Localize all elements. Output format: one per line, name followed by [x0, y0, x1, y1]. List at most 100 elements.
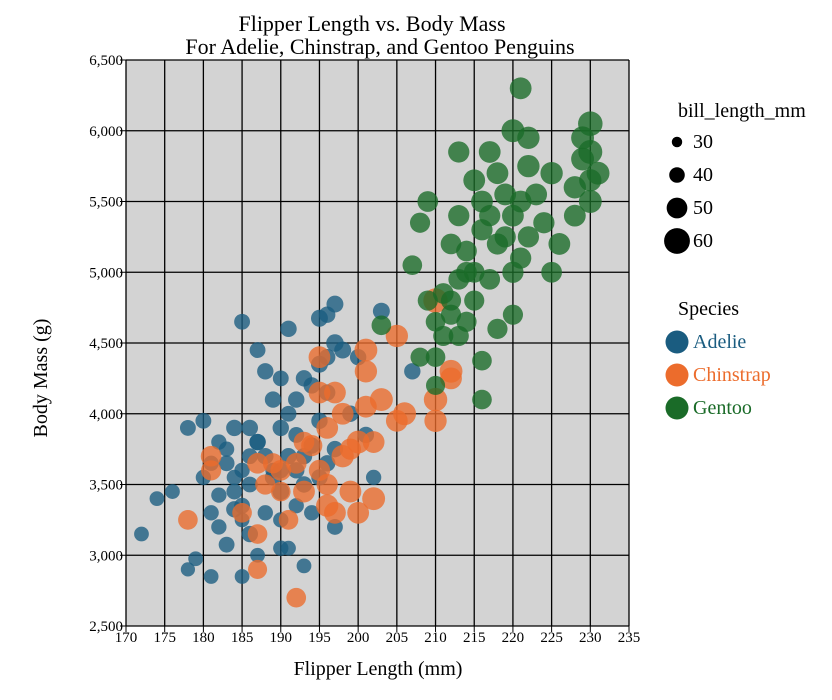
- adelie-point: [226, 469, 242, 486]
- chinstrap-point: [362, 431, 385, 453]
- size-legend-marker: [666, 197, 688, 219]
- chinstrap-point: [354, 360, 378, 383]
- adelie-point: [257, 505, 273, 521]
- adelie-point: [288, 498, 304, 514]
- gentoo-point: [517, 126, 540, 149]
- x-tick-label: 185: [231, 630, 254, 646]
- x-tick-label: 215: [463, 630, 486, 646]
- gentoo-point: [509, 77, 532, 100]
- chinstrap-point: [255, 474, 276, 495]
- y-tick-label: 6,500: [89, 53, 123, 69]
- x-tick-label: 190: [270, 630, 293, 646]
- gentoo-point: [479, 205, 501, 227]
- gentoo-point: [494, 226, 516, 248]
- chinstrap-point: [324, 501, 346, 524]
- adelie-point: [281, 540, 296, 556]
- axis-ticks: 170 175 180 185 190 195 200 205 210 215 220 225 230 2…: [89, 53, 640, 646]
- gentoo-point: [510, 247, 532, 269]
- species-legend-label: Gentoo: [693, 397, 752, 419]
- x-tick-label: 195: [308, 630, 331, 646]
- gentoo-point: [472, 350, 492, 371]
- adelie-point: [188, 551, 204, 567]
- size-legend-label: 60: [693, 230, 713, 252]
- chinstrap-point: [200, 445, 222, 467]
- x-tick-label: 180: [192, 630, 215, 646]
- size-legend-marker: [664, 228, 690, 254]
- chinstrap-point: [248, 559, 268, 579]
- chinstrap-point: [316, 473, 338, 496]
- x-tick-label: 225: [540, 630, 563, 646]
- gentoo-point: [578, 190, 602, 213]
- adelie-point: [234, 313, 251, 330]
- chinstrap-point: [270, 459, 292, 481]
- gentoo-point: [478, 141, 501, 163]
- gentoo-point: [540, 162, 563, 185]
- gentoo-point: [463, 169, 486, 192]
- chinstrap-point: [201, 460, 222, 481]
- adelie-point: [241, 476, 258, 493]
- gentoo-point: [586, 161, 610, 185]
- gentoo-point: [440, 233, 462, 255]
- x-axis-label: Flipper Length (mm): [294, 658, 463, 680]
- gentoo-point: [440, 290, 462, 311]
- gentoo-point: [525, 183, 548, 206]
- species-legend-label: Chinstrap: [693, 364, 771, 386]
- adelie-point: [211, 519, 227, 535]
- adelie-point: [326, 295, 344, 313]
- species-legend-marker: [665, 396, 689, 420]
- chinstrap-point: [385, 324, 409, 348]
- adelie-point: [280, 320, 297, 338]
- size-legend-label: 50: [693, 197, 713, 219]
- adelie-point: [203, 569, 219, 584]
- size-legend-marker: [671, 136, 683, 148]
- gentoo-point: [533, 212, 555, 234]
- gentoo-point: [578, 139, 603, 164]
- species-legend-label: Adelie: [693, 331, 746, 353]
- chinstrap-point: [301, 434, 323, 457]
- chinstrap-point: [178, 510, 198, 530]
- gentoo-point: [409, 212, 431, 233]
- chinstrap-point: [393, 402, 417, 426]
- chinstrap-point: [232, 502, 252, 523]
- adelie-point: [241, 419, 259, 437]
- chinstrap-point: [308, 381, 331, 404]
- size-legend-label: 40: [693, 164, 713, 186]
- adelie-point: [288, 391, 305, 408]
- species-legend-title: Species: [678, 298, 739, 320]
- size-legend-label: 30: [693, 131, 713, 153]
- gentoo-point: [464, 290, 485, 311]
- gentoo-point: [433, 325, 454, 347]
- adelie-point: [304, 505, 320, 521]
- adelie-point: [211, 434, 227, 450]
- chinstrap-point: [308, 346, 331, 369]
- y-tick-label: 5,000: [89, 265, 123, 281]
- chart-subtitle: For Adelie, Chinstrap, and Gentoo Pengui…: [185, 34, 574, 59]
- gentoo-point: [456, 240, 477, 262]
- gentoo-point: [448, 205, 470, 227]
- gentoo-point: [448, 141, 470, 163]
- gentoo-point: [417, 290, 438, 311]
- y-axis-label: Body Mass (g): [30, 319, 52, 438]
- y-tick-label: 5,500: [89, 195, 123, 211]
- chinstrap-point: [247, 452, 268, 474]
- chinstrap-point: [324, 381, 346, 404]
- adelie-point: [203, 505, 219, 521]
- species-legend-marker: [665, 330, 689, 354]
- adelie-point: [280, 405, 297, 422]
- adelie-point: [134, 526, 149, 542]
- adelie-point: [250, 547, 265, 563]
- x-tick-label: 170: [115, 630, 138, 646]
- size-legend: bill_length_mm 30 40 50 60: [664, 100, 806, 254]
- chinstrap-point: [440, 367, 462, 390]
- chinstrap-point: [423, 387, 448, 412]
- gentoo-point: [479, 268, 501, 290]
- gentoo-point: [487, 318, 508, 339]
- adelie-point: [334, 341, 352, 359]
- size-legend-marker: [669, 167, 685, 183]
- adelie-point: [365, 469, 382, 486]
- chinstrap-point: [339, 480, 362, 503]
- y-tick-label: 3,500: [89, 478, 123, 494]
- gentoo-point: [402, 255, 423, 275]
- adelie-point: [296, 558, 312, 574]
